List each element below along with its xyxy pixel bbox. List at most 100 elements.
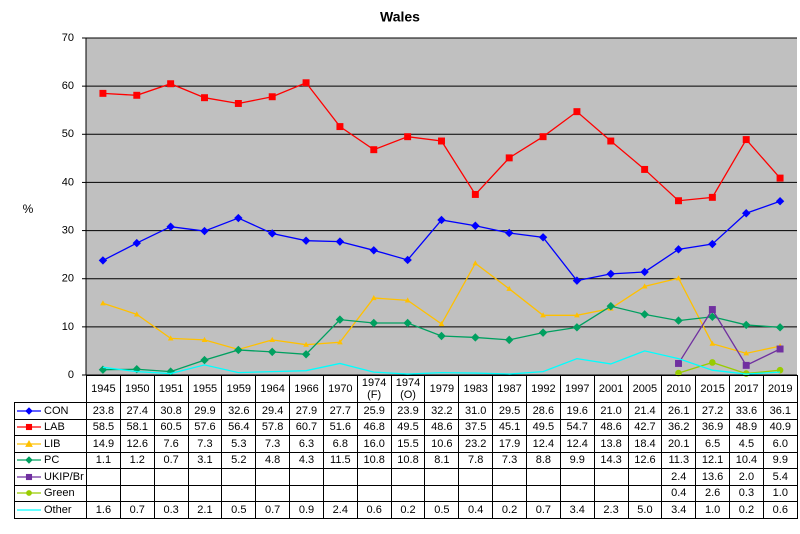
data-cell: 12.6 <box>627 451 663 469</box>
legend-label: LIB <box>44 437 61 450</box>
empty-cell <box>255 484 291 502</box>
empty-cell <box>221 468 257 486</box>
data-cell: 20.1 <box>661 435 697 453</box>
data-cell: 0.4 <box>458 501 494 519</box>
x-tick-label: 2001 <box>593 375 629 403</box>
empty-cell <box>187 484 223 502</box>
marker <box>25 473 33 480</box>
data-cell: 14.9 <box>86 435 121 453</box>
data-cell: 48.6 <box>593 418 629 436</box>
y-tick-label: 50 <box>62 128 74 140</box>
empty-cell <box>86 484 121 502</box>
data-cell: 48.6 <box>424 418 460 436</box>
data-point <box>200 226 209 236</box>
data-cell: 56.4 <box>221 418 257 436</box>
data-point <box>775 196 785 206</box>
data-cell: 27.9 <box>289 402 324 420</box>
data-point <box>234 99 242 107</box>
data-cell: 1.6 <box>86 501 121 519</box>
data-cell: 37.5 <box>458 418 494 436</box>
data-point <box>572 276 582 285</box>
data-cell: 13.8 <box>593 435 629 453</box>
data-point <box>573 108 581 116</box>
legend-label: Green <box>44 487 75 500</box>
data-point <box>675 197 682 205</box>
data-point <box>742 136 750 144</box>
data-point <box>743 350 750 356</box>
data-cell: 57.8 <box>255 418 291 436</box>
data-point <box>572 323 582 332</box>
data-point <box>438 320 445 327</box>
data-point <box>538 233 548 242</box>
data-point <box>505 154 513 162</box>
data-point <box>640 310 649 319</box>
empty-cell <box>492 484 527 502</box>
empty-cell <box>559 468 595 486</box>
data-cell: 49.5 <box>525 418 561 436</box>
data-point <box>538 328 548 337</box>
data-cell: 29.9 <box>187 402 223 420</box>
data-cell: 29.4 <box>255 402 291 420</box>
data-point <box>641 283 648 289</box>
data-cell: 60.7 <box>289 418 324 436</box>
data-cell: 1.0 <box>762 484 798 502</box>
data-point <box>404 133 412 141</box>
data-point <box>640 267 649 277</box>
data-point <box>606 301 615 311</box>
data-cell: 48.9 <box>729 418 764 436</box>
data-cell: 14.3 <box>593 451 629 469</box>
empty-cell <box>492 468 527 486</box>
data-point <box>200 355 209 365</box>
marker <box>25 407 33 415</box>
data-cell: 17.9 <box>492 435 527 453</box>
y-tick-label: 30 <box>62 224 74 236</box>
x-tick-label: 1966 <box>289 375 324 403</box>
data-table: 1945 1950 1951 1955 1959 1964 1966 1970 1974 (F)… <box>14 375 798 519</box>
data-point <box>471 333 480 342</box>
empty-cell <box>356 484 392 502</box>
legend-entry: UKIP/Br <box>14 468 87 486</box>
data-cell: 5.2 <box>221 451 257 469</box>
x-tick-label: 2010 <box>661 375 697 403</box>
data-cell: 16.0 <box>356 435 392 453</box>
data-cell: 2.4 <box>322 501 358 519</box>
data-cell: 27.7 <box>322 402 358 420</box>
data-cell: 40.9 <box>762 418 798 436</box>
data-cell: 1.0 <box>695 501 731 519</box>
data-cell: 2.6 <box>695 484 731 502</box>
data-point <box>335 315 345 324</box>
data-cell: 0.5 <box>221 501 257 519</box>
data-cell: 28.6 <box>525 402 561 420</box>
data-cell: 36.1 <box>762 402 798 420</box>
data-point <box>471 221 480 230</box>
empty-cell <box>187 468 223 486</box>
empty-cell <box>221 484 257 502</box>
legend-entry: Green <box>14 484 87 502</box>
empty-cell <box>593 468 629 486</box>
empty-cell <box>322 484 358 502</box>
data-point <box>201 94 208 102</box>
data-cell: 19.6 <box>559 402 595 420</box>
empty-cell <box>356 468 392 486</box>
data-cell: 27.4 <box>119 402 155 420</box>
data-cell: 21.4 <box>627 402 663 420</box>
data-point <box>98 256 108 265</box>
x-tick-label: 1992 <box>525 375 561 403</box>
data-point <box>505 228 514 238</box>
data-cell: 6.3 <box>289 435 324 453</box>
data-cell: 2.1 <box>187 501 223 519</box>
chart-title: Wales <box>380 9 420 25</box>
data-point <box>505 335 514 345</box>
data-cell: 0.2 <box>492 501 527 519</box>
legend-symbol <box>17 424 41 431</box>
data-point <box>370 146 378 154</box>
data-cell: 23.2 <box>458 435 494 453</box>
x-tick-label: 1955 <box>187 375 223 403</box>
data-cell: 0.5 <box>424 501 460 519</box>
data-cell: 8.8 <box>525 451 561 469</box>
data-point <box>776 345 784 353</box>
x-tick-label: 1987 <box>492 375 527 403</box>
data-cell: 0.6 <box>356 501 392 519</box>
data-cell: 31.0 <box>458 402 494 420</box>
